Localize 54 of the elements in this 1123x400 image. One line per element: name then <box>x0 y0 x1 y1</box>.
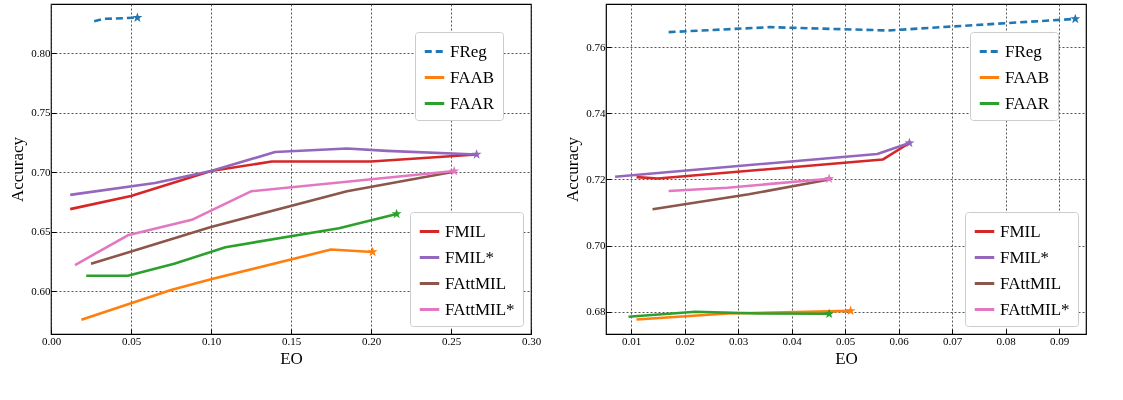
y-axis-title: Accuracy <box>8 136 28 203</box>
legend-label: FAttMIL <box>445 273 507 293</box>
legend-label: FAAR <box>450 93 495 113</box>
point <box>449 165 460 176</box>
point <box>904 137 915 148</box>
point <box>824 308 835 319</box>
point <box>845 305 856 316</box>
x-tick-label: 0.00 <box>41 334 62 347</box>
x-tick-label: 0.08 <box>996 334 1017 347</box>
legend-label: FMIL* <box>1000 247 1050 267</box>
y-tick-label: 0.76 <box>586 40 606 53</box>
legend-label: FAttMIL* <box>445 299 515 319</box>
point <box>132 12 143 22</box>
legend-label: FMIL <box>1000 221 1041 241</box>
legend-label: FMIL <box>445 221 486 241</box>
y-tick-label: 0.70 <box>586 239 606 252</box>
x-tick-label: 0.02 <box>675 334 695 347</box>
point <box>824 173 835 184</box>
legend-label: FReg <box>1005 41 1043 61</box>
point <box>471 149 482 159</box>
point <box>1070 13 1081 24</box>
point <box>367 246 378 257</box>
y-tick-label: 0.72 <box>586 172 606 185</box>
legend-label: FReg <box>450 41 488 61</box>
x-tick-label: 0.15 <box>281 334 302 347</box>
legend-label: FMIL* <box>445 247 495 267</box>
y-tick-label: 0.74 <box>586 106 606 119</box>
legend-label: FAAB <box>450 67 495 87</box>
x-tick-label: 0.25 <box>441 334 462 347</box>
x-tick-label: 0.09 <box>1050 334 1070 347</box>
legend-label: FAttMIL* <box>1000 299 1070 319</box>
x-axis-title: EO <box>280 348 303 368</box>
x-tick-label: 0.04 <box>782 334 803 347</box>
y-axis-title: Accuracy <box>563 136 583 203</box>
x-tick-label: 0.05 <box>121 334 142 347</box>
y-tick-label: 0.70 <box>31 165 51 178</box>
y-tick-label: 0.65 <box>31 225 51 238</box>
y-tick-label: 0.68 <box>586 305 606 318</box>
legend-label: FAttMIL <box>1000 273 1062 293</box>
x-tick-label: 0.10 <box>201 334 222 347</box>
x-tick-label: 0.01 <box>622 334 642 347</box>
y-tick-label: 0.80 <box>31 46 51 59</box>
x-tick-label: 0.20 <box>361 334 382 347</box>
point <box>391 208 402 219</box>
legend-label: FAAR <box>1005 93 1050 113</box>
x-tick-label: 0.07 <box>943 334 963 347</box>
x-axis-title: EO <box>835 348 858 368</box>
x-tick-label: 0.03 <box>729 334 749 347</box>
x-tick-label: 0.06 <box>889 334 910 347</box>
x-tick-label: 0.05 <box>836 334 856 347</box>
legend-label: FAAB <box>1005 67 1050 87</box>
x-tick-label: 0.30 <box>521 334 542 347</box>
y-tick-label: 0.60 <box>31 284 51 297</box>
y-tick-label: 0.75 <box>31 106 51 119</box>
